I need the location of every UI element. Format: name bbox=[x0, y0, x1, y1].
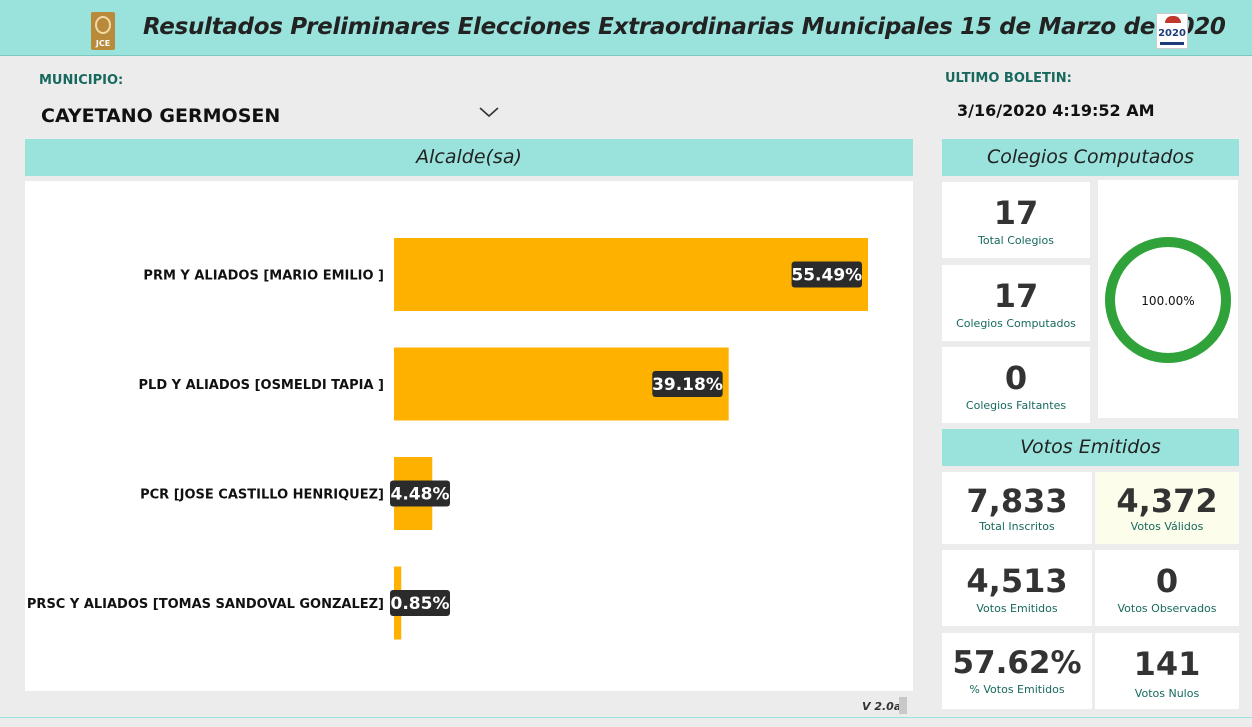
votos-title: Votos Emitidos bbox=[942, 429, 1239, 466]
chart-bar[interactable] bbox=[394, 238, 868, 311]
data-label: 0.85% bbox=[391, 594, 450, 614]
total-colegios-value: 17 bbox=[993, 194, 1039, 232]
card-total-colegios: 17 Total Colegios bbox=[942, 182, 1090, 258]
votos-validos-caption: Votos Válidos bbox=[1130, 520, 1204, 533]
card-colegios-faltantes: 0 Colegios Faltantes bbox=[942, 347, 1090, 423]
alcalde-bar-chart: PRM Y ALIADOS [MARIO EMILIO ] 55.49% PLD Y… bbox=[27, 238, 868, 640]
boletin-timestamp: 3/16/2020 4:19:52 AM bbox=[957, 101, 1155, 120]
elecciones-2020-logo: 2020 bbox=[1156, 13, 1188, 49]
votos-emitidos-caption: Votos Emitidos bbox=[976, 602, 1058, 615]
data-label: 39.18% bbox=[652, 375, 723, 395]
card-votos-emitidos: 4,513 Votos Emitidos bbox=[942, 550, 1092, 626]
colegios-progress-ring-panel: 100.00% bbox=[1098, 180, 1238, 418]
porcentaje-votos-emitidos-value: 57.62% bbox=[952, 645, 1082, 681]
data-label: 4.48% bbox=[391, 485, 450, 505]
municipio-label: MUNICIPIO: bbox=[39, 73, 124, 88]
card-votos-validos: 4,372 Votos Válidos bbox=[1095, 472, 1239, 544]
colegios-computados-caption: Colegios Computados bbox=[956, 317, 1076, 330]
total-inscritos-caption: Total Inscritos bbox=[979, 520, 1055, 533]
version-label: V 2.0a bbox=[862, 700, 902, 713]
boletin-label: ULTIMO BOLETIN: bbox=[945, 71, 1072, 86]
votos-validos-value: 4,372 bbox=[1116, 482, 1218, 520]
alcalde-title: Alcalde(sa) bbox=[25, 139, 913, 176]
colegios-computados-value: 17 bbox=[993, 277, 1039, 315]
data-label-bg bbox=[652, 371, 723, 397]
votos-nulos-caption: Votos Nulos bbox=[1134, 687, 1200, 700]
data-label: 55.49% bbox=[791, 266, 862, 286]
porcentaje-votos-emitidos-caption: % Votos Emitidos bbox=[969, 683, 1065, 696]
header-bar: JCE Resultados Preliminares Elecciones E… bbox=[0, 0, 1252, 56]
data-label-bg bbox=[390, 480, 450, 507]
page-title: Resultados Preliminares Elecciones Extra… bbox=[143, 14, 1226, 40]
category-label: PRSC Y ALIADOS [TOMAS SANDOVAL GONZALEZ] bbox=[27, 597, 384, 612]
card-total-inscritos: 7,833 Total Inscritos bbox=[942, 472, 1092, 544]
category-label: PLD Y ALIADOS [OSMELDI TAPIA ] bbox=[139, 378, 384, 393]
votos-nulos-value: 141 bbox=[1133, 645, 1201, 683]
colegios-faltantes-value: 0 bbox=[1004, 359, 1028, 397]
data-label-bg bbox=[390, 590, 450, 616]
votos-observados-value: 0 bbox=[1155, 562, 1179, 600]
data-label-bg bbox=[791, 261, 862, 288]
category-label: PRM Y ALIADOS [MARIO EMILIO ] bbox=[143, 269, 384, 284]
progress-ring-label: 100.00% bbox=[1141, 294, 1194, 308]
municipio-select-value[interactable]: CAYETANO GERMOSEN bbox=[41, 105, 281, 127]
votos-observados-caption: Votos Observados bbox=[1117, 602, 1217, 615]
card-colegios-computados: 17 Colegios Computados bbox=[942, 265, 1090, 341]
category-label: PCR [JOSE CASTILLO HENRIQUEZ] bbox=[140, 488, 384, 503]
chevron-down-icon[interactable] bbox=[478, 104, 500, 120]
card-porcentaje-votos-emitidos: 57.62% % Votos Emitidos bbox=[942, 633, 1092, 709]
total-colegios-caption: Total Colegios bbox=[978, 234, 1054, 247]
scroll-handle[interactable] bbox=[899, 697, 907, 714]
votos-emitidos-value: 4,513 bbox=[966, 562, 1068, 600]
jce-logo: JCE bbox=[91, 12, 115, 50]
card-votos-nulos: 141 Votos Nulos bbox=[1095, 633, 1239, 709]
colegios-faltantes-caption: Colegios Faltantes bbox=[965, 399, 1067, 412]
colegios-title: Colegios Computados bbox=[942, 139, 1239, 176]
progress-ring: 100.00% bbox=[1105, 237, 1231, 363]
total-inscritos-value: 7,833 bbox=[966, 482, 1068, 520]
footer-line bbox=[0, 717, 1252, 727]
card-votos-observados: 0 Votos Observados bbox=[1095, 550, 1239, 626]
